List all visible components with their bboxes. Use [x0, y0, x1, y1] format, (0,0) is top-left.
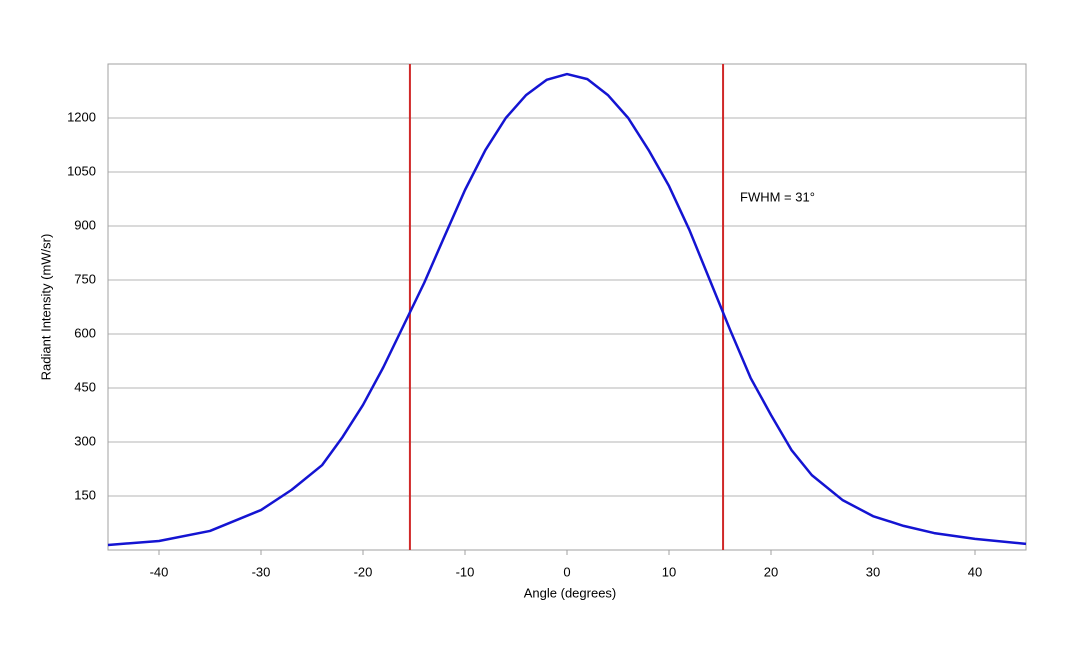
y-tick-label: 1050 [67, 163, 96, 178]
y-tick-label: 600 [74, 325, 96, 340]
x-axis-label: Angle (degrees) [524, 585, 617, 600]
x-tick-label: 20 [764, 564, 778, 579]
plot-frame [107, 63, 1027, 551]
y-tick-label: 450 [74, 379, 96, 394]
y-tick-label: 300 [74, 433, 96, 448]
x-tick-label: 10 [662, 564, 676, 579]
x-tick-label: -10 [456, 564, 475, 579]
y-tick-label: 900 [74, 217, 96, 232]
x-tick-label: -40 [150, 564, 169, 579]
y-tick-label: 1200 [67, 109, 96, 124]
y-tick-label: 150 [74, 487, 96, 502]
y-axis-label: Radiant Intensity (mW/sr) [38, 234, 53, 381]
x-tick-label: -30 [252, 564, 271, 579]
data-line [107, 72, 1027, 547]
x-tick-label: 30 [866, 564, 880, 579]
x-tick-label: 40 [968, 564, 982, 579]
annotation: FWHM = 31° [740, 189, 815, 204]
y-tick-label: 750 [74, 271, 96, 286]
x-tick-label: -20 [354, 564, 373, 579]
x-tick-label: 0 [563, 564, 570, 579]
